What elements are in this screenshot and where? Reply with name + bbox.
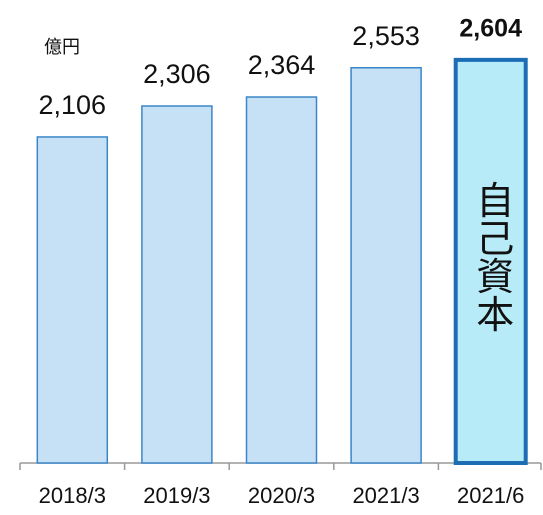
x-tick-label: 2019/3 <box>143 483 210 508</box>
value-label: 2,553 <box>352 21 420 51</box>
x-tick-label: 2021/6 <box>457 483 524 508</box>
bar <box>36 136 109 464</box>
x-tick-label: 2020/3 <box>248 483 315 508</box>
value-label: 2,106 <box>39 90 107 120</box>
bar <box>453 57 528 466</box>
x-tick-label: 2021/3 <box>352 483 419 508</box>
x-tick-label: 2018/3 <box>39 483 106 508</box>
unit-label: 億円 <box>44 37 80 57</box>
bar <box>245 96 318 464</box>
value-label: 2,364 <box>248 50 316 80</box>
bar <box>141 105 213 464</box>
bar <box>350 67 422 464</box>
annotation: 自己資本 <box>470 180 513 332</box>
value-label: 2,604 <box>459 14 522 42</box>
value-label: 2,306 <box>143 59 211 89</box>
